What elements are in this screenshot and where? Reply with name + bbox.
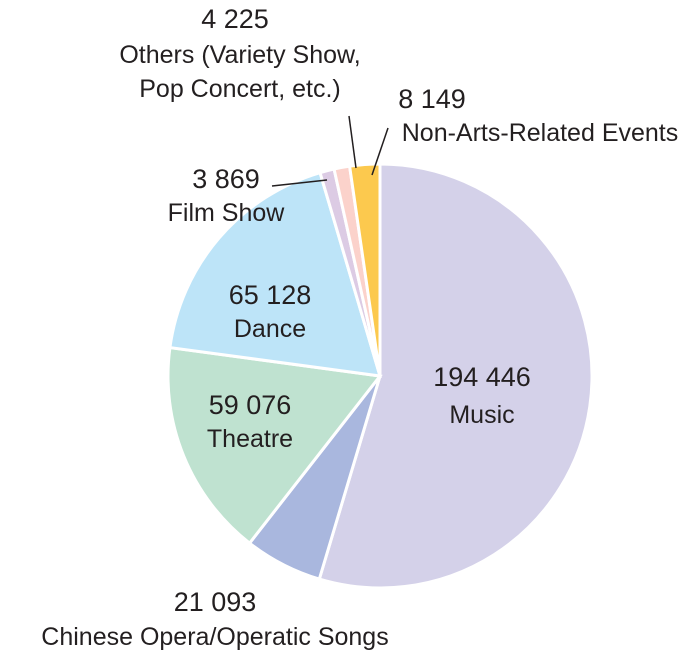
value-label: 65 128: [228, 280, 312, 310]
category-label: Others (Variety Show, Pop Concert, etc.): [119, 41, 361, 103]
category-label: Film Show: [167, 199, 285, 227]
category-label: Dance: [233, 315, 307, 343]
category-label: Music: [449, 401, 515, 429]
leader-line: [271, 179, 328, 187]
value-label: 59 076: [208, 390, 292, 420]
category-label: Chinese Opera/Operatic Songs: [41, 623, 389, 651]
leader-line: [348, 115, 357, 169]
value-label: 21 093: [173, 587, 257, 617]
leader-line: [371, 127, 389, 176]
category-label: Non-Arts-Related Events: [401, 119, 679, 147]
category-label: Theatre: [206, 425, 294, 453]
value-label: 4 225: [201, 4, 269, 34]
pie-slice: [168, 170, 383, 378]
value-label: 3 869: [192, 164, 260, 194]
pie-slice: [166, 345, 383, 546]
pie-slice: [317, 162, 594, 590]
pie-slice: [347, 162, 382, 377]
value-label: 194 446: [433, 362, 531, 392]
value-label: 8 149: [398, 84, 466, 114]
